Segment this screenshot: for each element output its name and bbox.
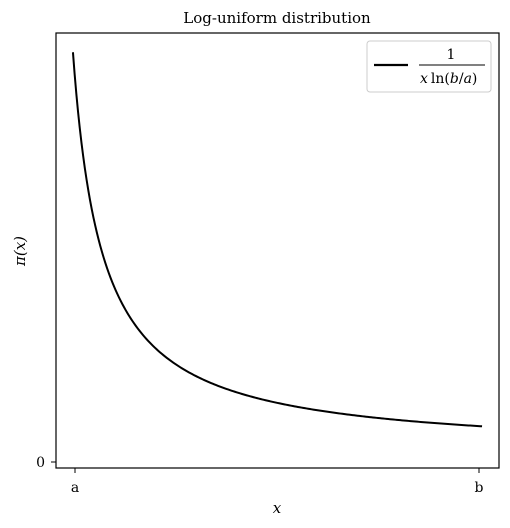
x-axis-label: x <box>273 499 282 517</box>
legend: 1 x ln(b/a) <box>366 40 492 93</box>
legend-box <box>366 40 492 93</box>
plot-frame <box>55 32 500 469</box>
y-axis-label: π(x) <box>11 236 29 267</box>
y-axis: 0 π(x) <box>11 236 56 471</box>
legend-numerator: 1 <box>447 47 456 63</box>
chart-title: Log-uniform distribution <box>183 9 371 27</box>
legend-den-close: ) <box>472 71 477 87</box>
legend-den-b: b <box>450 71 459 87</box>
y-tick-label-0: 0 <box>36 455 45 471</box>
x-tick-label-b: b <box>475 480 484 496</box>
legend-den-slash: / <box>459 71 464 87</box>
x-tick-label-a: a <box>71 480 79 496</box>
legend-denominator: x ln(b/a) <box>420 71 477 87</box>
x-axis: a b x <box>71 468 484 517</box>
legend-den-x: x <box>420 71 428 87</box>
series-line <box>71 52 483 428</box>
legend-den-a: a <box>464 71 472 87</box>
legend-den-ln: ln( <box>431 71 450 87</box>
